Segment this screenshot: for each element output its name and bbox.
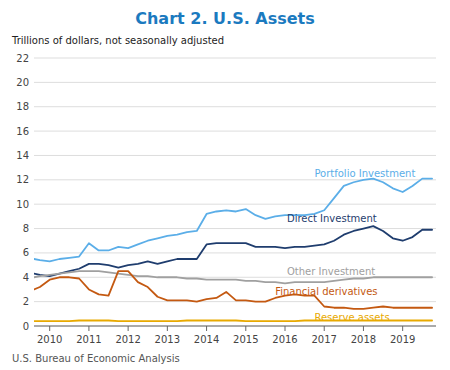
- title: Chart 2. U.S. Assets: [135, 9, 315, 28]
- y-tick-label: 22: [16, 53, 29, 64]
- y-tick-label: 18: [16, 101, 29, 112]
- x-tick-label: 2017: [311, 334, 336, 345]
- y-tick-label: 10: [16, 199, 29, 210]
- y-tick-label: 8: [23, 223, 29, 234]
- y-tick-label: 0: [23, 321, 29, 332]
- x-tick: [324, 326, 325, 331]
- x-tick: [402, 326, 403, 331]
- x-tick: [128, 326, 129, 331]
- y-tick-label: 16: [16, 126, 29, 137]
- grid-line: [34, 58, 436, 59]
- x-tick-label: 2016: [272, 334, 297, 345]
- x-tick: [49, 326, 50, 331]
- grid-line: [34, 326, 436, 327]
- x-tick-label: 2013: [155, 334, 180, 345]
- x-tick: [363, 326, 364, 331]
- grid-line: [34, 106, 436, 107]
- grid-line: [34, 82, 436, 83]
- x-tick-label: 2012: [115, 334, 140, 345]
- x-tick-label: 2010: [37, 334, 62, 345]
- grid-line: [34, 252, 436, 253]
- y-tick-label: 12: [16, 174, 29, 185]
- y-tick-label: 2: [23, 296, 29, 307]
- footer: U.S. Bureau of Economic Analysis: [12, 353, 180, 364]
- y-tick-label: 14: [16, 150, 29, 161]
- annotation: Financial derivatives: [275, 286, 377, 297]
- series-line: [34, 179, 432, 262]
- grid-line: [34, 155, 436, 156]
- x-tick: [206, 326, 207, 331]
- y-tick-label: 4: [23, 272, 29, 283]
- x-axis: [34, 326, 436, 327]
- x-tick-label: 2015: [233, 334, 258, 345]
- annotation: Direct Investment: [287, 213, 377, 224]
- x-tick-label: 2011: [76, 334, 101, 345]
- y-tick-label: 20: [16, 77, 29, 88]
- chart: Chart 2. U.S. Assets Trillions of dollars…: [0, 0, 450, 370]
- x-tick: [245, 326, 246, 331]
- lines: [34, 179, 432, 322]
- y-tick-label: 6: [23, 247, 29, 258]
- grid-line: [34, 204, 436, 205]
- x-tick-label: 2014: [194, 334, 219, 345]
- x-tick: [285, 326, 286, 331]
- grid: [34, 58, 436, 326]
- grid-line: [34, 301, 436, 302]
- annotation: Portfolio Investment: [314, 168, 415, 179]
- subtitle: Trillions of dollars, not seasonally adj…: [11, 35, 224, 46]
- annotation: Other Investment: [287, 266, 375, 277]
- annotation: Reserve assets: [314, 312, 389, 323]
- x-tick-label: 2019: [390, 334, 415, 345]
- x-tick: [88, 326, 89, 331]
- x-tick: [167, 326, 168, 331]
- x-tick-label: 2018: [351, 334, 376, 345]
- grid-line: [34, 131, 436, 132]
